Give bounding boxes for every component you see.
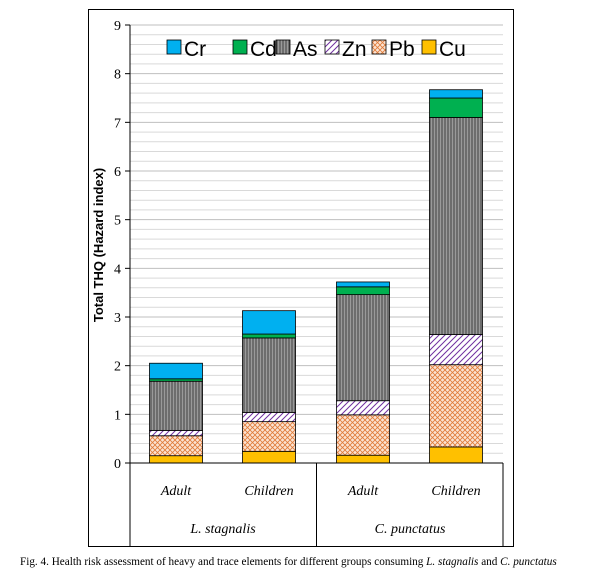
bar-segment-cr	[429, 89, 483, 99]
x-group-label: C. punctatus	[375, 522, 446, 537]
bar-segment-cu	[242, 450, 296, 464]
caption-species-2: C. punctatus	[500, 556, 557, 568]
legend-label-cd: Cd	[250, 38, 277, 61]
bar-segment-cu	[336, 454, 390, 464]
legend-swatch-cu	[421, 39, 437, 55]
y-tick-label: 4	[114, 262, 121, 277]
y-tick-label: 5	[114, 214, 121, 229]
caption-middle: and	[478, 556, 501, 568]
caption-species-1: L. stagnalis	[426, 556, 479, 568]
x-group-label: L. stagnalis	[189, 522, 256, 537]
x-category-label: Adult	[160, 484, 192, 499]
bar-segment-zn	[242, 411, 296, 423]
bar-segment-cr	[242, 310, 296, 335]
legend-swatch-zn	[324, 39, 340, 55]
bar-segment-cd	[242, 333, 296, 339]
legend-label-cu: Cu	[439, 38, 466, 61]
bar-segment-as	[242, 337, 296, 413]
legend-label-pb: Pb	[389, 38, 415, 61]
figure-caption: Fig. 4. Health risk assessment of heavy …	[20, 556, 600, 568]
legend-swatch-as	[275, 39, 291, 55]
x-axis-labels: Adult Children Adult Children L. stagnalis C.…	[160, 484, 481, 537]
y-tick-label: 8	[114, 68, 121, 83]
hazard-index-chart: 0 1 2 3 4 5 6 7 8 9 Adult Children Adult Children L. …	[88, 9, 514, 547]
bar-segment-cu	[149, 455, 203, 464]
bar-segment-cr	[336, 281, 390, 288]
bar-segment-pb	[429, 364, 483, 448]
y-tick-label: 1	[114, 408, 121, 423]
bar-segment-zn	[336, 400, 390, 416]
bar-segment-zn	[149, 429, 203, 437]
legend-swatch-cr	[166, 39, 182, 55]
y-tick-label: 0	[114, 457, 121, 472]
bar-segment-cd	[336, 286, 390, 296]
y-axis-ticks: 0 1 2 3 4 5 6 7 8 9	[114, 19, 130, 472]
bar-segment-as	[429, 117, 483, 335]
bar-segment-pb	[149, 435, 203, 457]
legend-label-as: As	[293, 38, 318, 61]
y-tick-label: 9	[114, 19, 121, 34]
bar-segment-zn	[429, 334, 483, 366]
legend-label-cr: Cr	[184, 38, 206, 61]
legend-label-zn: Zn	[342, 38, 367, 61]
y-tick-label: 3	[114, 311, 121, 326]
legend: Cr Cd As Zn Pb Cu	[166, 38, 466, 61]
legend-swatch-pb	[371, 39, 387, 55]
bar-segment-cu	[429, 446, 483, 464]
caption-prefix: Fig. 4. Health risk assessment of heavy …	[20, 556, 427, 568]
x-category-label: Adult	[347, 484, 379, 499]
chart-frame	[88, 9, 514, 547]
bar-segment-cd	[429, 97, 483, 118]
x-category-label: Children	[431, 484, 480, 499]
bar-segment-as	[149, 380, 203, 431]
bar-segment-as	[336, 294, 390, 402]
bar-segment-cr	[149, 362, 203, 380]
bar-segment-pb	[336, 414, 390, 456]
bar-stacks	[149, 89, 483, 464]
y-axis-label: Total THQ (Hazard index)	[91, 168, 106, 322]
legend-swatch-cd	[232, 39, 248, 55]
y-tick-label: 7	[114, 116, 121, 131]
x-category-label: Children	[244, 484, 293, 499]
y-tick-label: 6	[114, 165, 121, 180]
bar-segment-pb	[242, 421, 296, 452]
y-tick-label: 2	[114, 360, 121, 375]
